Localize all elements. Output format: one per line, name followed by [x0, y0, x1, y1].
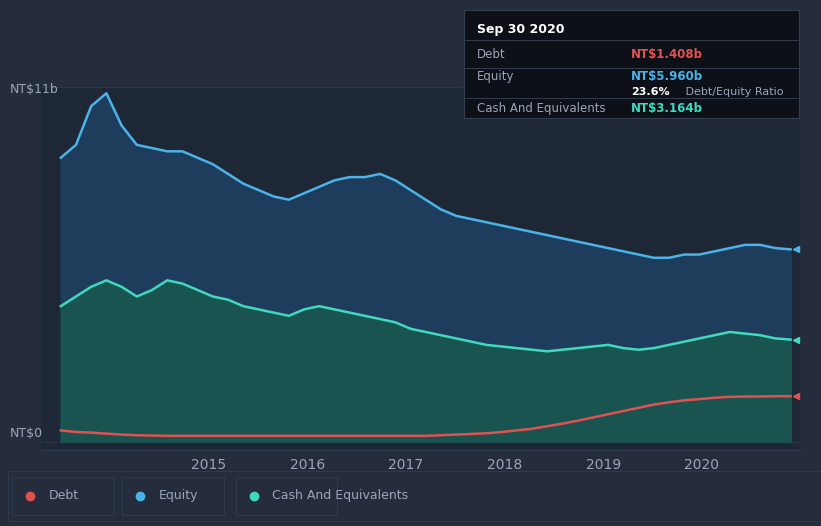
Text: Equity: Equity — [158, 489, 198, 502]
Text: Cash And Equivalents: Cash And Equivalents — [273, 489, 409, 502]
Text: NT$5.960b: NT$5.960b — [631, 70, 704, 83]
Text: 23.6%: 23.6% — [631, 87, 670, 97]
Text: Debt: Debt — [477, 48, 506, 60]
Text: NT$0: NT$0 — [10, 428, 43, 440]
Text: NT$1.408b: NT$1.408b — [631, 48, 704, 60]
Text: Cash And Equivalents: Cash And Equivalents — [477, 102, 606, 115]
Text: Debt/Equity Ratio: Debt/Equity Ratio — [681, 87, 783, 97]
Text: Equity: Equity — [477, 70, 515, 83]
Text: NT$3.164b: NT$3.164b — [631, 102, 704, 115]
Text: Debt: Debt — [49, 489, 79, 502]
Text: Sep 30 2020: Sep 30 2020 — [477, 23, 565, 36]
Text: NT$11b: NT$11b — [10, 83, 58, 96]
